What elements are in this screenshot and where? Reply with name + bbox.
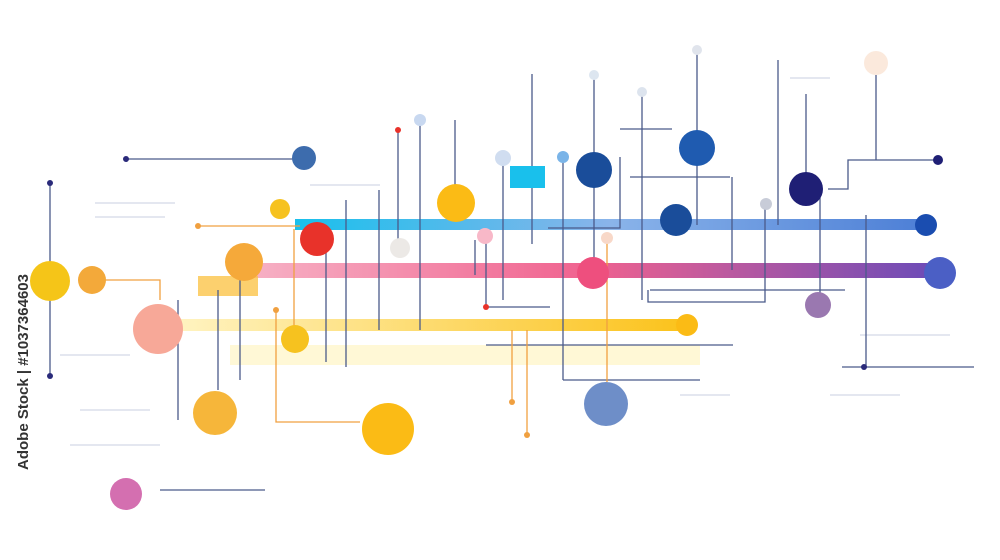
dot xyxy=(133,304,183,354)
dot xyxy=(292,146,316,170)
band xyxy=(295,219,925,230)
faint-lines xyxy=(60,77,950,446)
connector-line xyxy=(647,204,766,303)
dot xyxy=(861,364,867,370)
dot xyxy=(395,127,401,133)
dot xyxy=(225,243,263,281)
dot xyxy=(589,70,599,80)
dot xyxy=(362,403,414,455)
dot xyxy=(557,151,569,163)
dot xyxy=(78,266,106,294)
dot xyxy=(414,114,426,126)
dot xyxy=(789,172,823,206)
square xyxy=(510,166,545,188)
dot xyxy=(805,292,831,318)
dot xyxy=(637,87,647,97)
dot xyxy=(933,155,943,165)
dot xyxy=(193,391,237,435)
dot xyxy=(660,204,692,236)
dot xyxy=(509,399,515,405)
dot xyxy=(576,152,612,188)
dot xyxy=(577,257,609,289)
dot xyxy=(676,314,698,336)
connector-line xyxy=(275,310,360,423)
dot xyxy=(270,199,290,219)
connector-line xyxy=(548,157,621,229)
watermark: Adobe Stock | #1037364603 xyxy=(15,274,32,470)
dot xyxy=(924,257,956,289)
dot xyxy=(601,232,613,244)
orange-lines xyxy=(92,225,608,435)
dot xyxy=(437,184,475,222)
dot xyxy=(195,223,201,229)
dot xyxy=(273,307,279,313)
connector-line xyxy=(92,279,161,300)
dot xyxy=(390,238,410,258)
dot xyxy=(483,304,489,310)
dot xyxy=(477,228,493,244)
dot xyxy=(47,373,53,379)
connector-line xyxy=(828,159,938,190)
dot xyxy=(584,382,628,426)
dot xyxy=(281,325,309,353)
band xyxy=(180,319,690,331)
dot xyxy=(864,51,888,75)
dot xyxy=(679,130,715,166)
dot xyxy=(300,222,334,256)
dot xyxy=(524,432,530,438)
band xyxy=(198,276,258,296)
band xyxy=(230,345,700,365)
dot xyxy=(760,198,772,210)
dot xyxy=(495,150,511,166)
dot xyxy=(110,478,142,510)
dot xyxy=(123,156,129,162)
dot xyxy=(47,180,53,186)
dot xyxy=(30,261,70,301)
dot xyxy=(915,214,937,236)
dot xyxy=(692,45,702,55)
dots xyxy=(30,45,956,510)
